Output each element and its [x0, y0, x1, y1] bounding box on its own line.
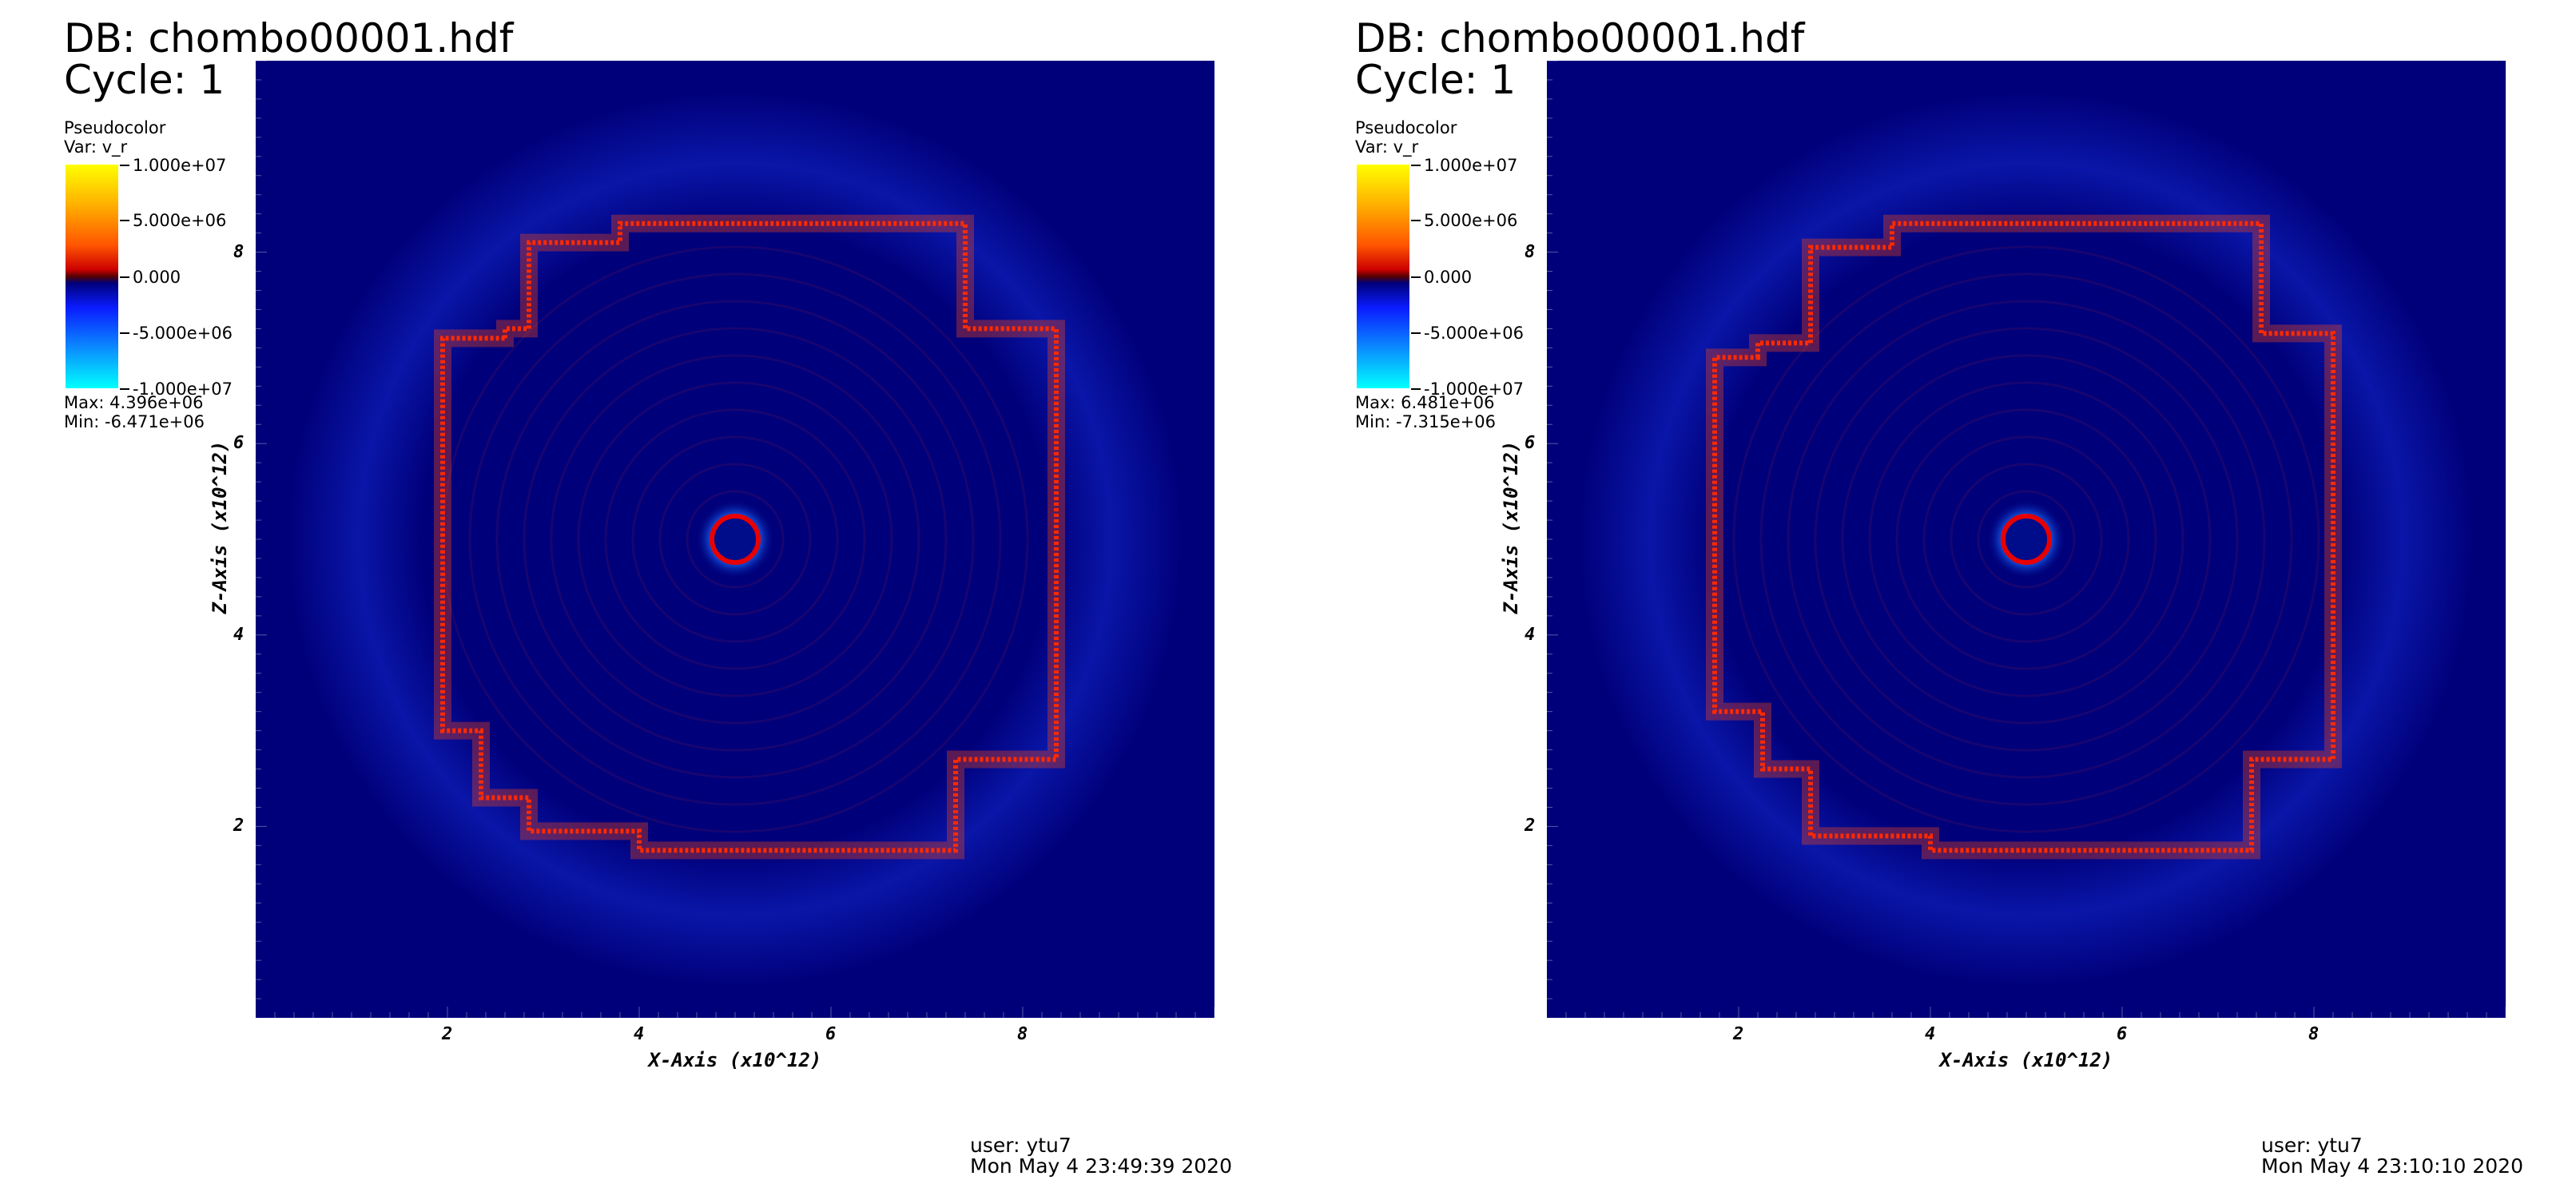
- density-ring: [658, 463, 812, 616]
- y-tick-label: 4: [1525, 624, 1536, 645]
- x-axis-title: X-Axis (x10^12): [1939, 1049, 2113, 1071]
- density-ring: [550, 354, 920, 725]
- y-tick-label: 8: [233, 241, 244, 262]
- y-tick-label: 2: [233, 816, 244, 836]
- database-title: DB: chombo00001.hdf: [64, 15, 514, 62]
- density-ring: [523, 327, 948, 752]
- colorbar-label: 1.000e+07: [133, 156, 227, 175]
- colorbar-tick: [120, 332, 129, 334]
- x-tick-label: 4: [1925, 1024, 1936, 1044]
- center-ring: [710, 514, 761, 565]
- x-axis-title: X-Axis (x10^12): [648, 1049, 822, 1071]
- colorbar-label: 5.000e+06: [1424, 211, 1518, 230]
- colorbar-label: 1.000e+07: [1424, 156, 1518, 175]
- cycle-label: Cycle: 1: [1355, 57, 1517, 103]
- cycle-time-line: Cycle: 1 Time:20000: [1355, 57, 1841, 103]
- plot-panel-left: DB: chombo00001.hdf Cycle: 1 Time:20000 …: [64, 15, 1232, 1178]
- density-ring: [1732, 245, 2320, 833]
- date-label: Mon May 4 23:49:39 2020: [970, 1154, 1232, 1178]
- density-ring: [686, 490, 785, 589]
- pseudocolor-plot: [1547, 61, 2506, 1018]
- y-tick-label: 6: [1525, 433, 1536, 454]
- colorbar-tick: [120, 388, 129, 390]
- pseudocolor-plot: [256, 61, 1214, 1018]
- density-ring: [1841, 354, 2212, 725]
- center-core: [713, 517, 757, 562]
- x-tick-label: 6: [825, 1024, 837, 1044]
- plot-panel-right: DB: chombo00001.hdf Cycle: 1 Time:20000 …: [1291, 0, 2576, 1192]
- density-ring: [495, 300, 975, 779]
- density-ring: [1977, 490, 2076, 589]
- y-tick-label: 8: [1525, 241, 1536, 262]
- y-tick-label: 6: [233, 433, 244, 454]
- colorbar-tick: [1411, 165, 1421, 166]
- colorbar-label: -5.000e+06: [1424, 324, 1524, 343]
- colorbar-label: 0.000: [1424, 268, 1473, 287]
- shock-front: [440, 221, 1059, 853]
- density-ring: [1922, 435, 2130, 643]
- legend-min: Min: -7.315e+06: [1355, 412, 1496, 431]
- legend-max: Max: 6.481e+06: [1355, 393, 1495, 412]
- density-ring: [1759, 272, 2293, 806]
- density-ring: [1868, 381, 2184, 697]
- x-tick-label: 2: [442, 1024, 453, 1044]
- colorbar-label: 0.000: [133, 268, 181, 287]
- legend-variable: Var: v_r: [64, 137, 128, 157]
- cycle-time-line: Cycle: 1 Time:20000: [64, 57, 550, 103]
- cycle-label: Cycle: 1: [64, 57, 225, 103]
- x-tick-label: 8: [1017, 1024, 1028, 1044]
- colorbar-label: -5.000e+06: [133, 324, 233, 343]
- user-label: user: ytu7: [970, 1134, 1071, 1157]
- legend-max: Max: 4.396e+06: [64, 393, 204, 412]
- date-label: Mon May 4 23:10:10 2020: [2261, 1154, 2523, 1178]
- x-tick-label: 4: [634, 1024, 645, 1044]
- center-ring: [2001, 514, 2052, 565]
- density-ring: [577, 381, 893, 697]
- density-ring: [604, 408, 866, 670]
- database-title: DB: chombo00001.hdf: [1355, 15, 1805, 62]
- center-core: [2004, 517, 2049, 562]
- legend-variable: Var: v_r: [1355, 137, 1419, 157]
- density-ring: [631, 435, 839, 643]
- colorbar-tick: [1411, 276, 1421, 278]
- colorbar-tick: [1411, 220, 1421, 221]
- colorbar: [1357, 165, 1409, 388]
- colorbar-tick: [1411, 388, 1421, 390]
- colorbar: [66, 165, 118, 388]
- density-ring: [1787, 300, 2266, 779]
- density-ring: [1895, 408, 2157, 670]
- colorbar-tick: [120, 165, 129, 166]
- y-tick-label: 4: [233, 624, 244, 645]
- colorbar-label: 5.000e+06: [133, 211, 227, 230]
- colorbar-tick: [120, 276, 129, 278]
- legend-plot-type: Pseudocolor: [64, 118, 166, 137]
- density-ring: [468, 272, 1002, 806]
- colorbar-label: -1.000e+07: [1424, 379, 1524, 399]
- shock-front: [1712, 221, 2335, 853]
- colorbar-label: -1.000e+07: [133, 379, 233, 399]
- x-tick-label: 8: [2308, 1024, 2320, 1044]
- user-label: user: ytu7: [2261, 1134, 2363, 1157]
- pseudocolor-image: [1547, 61, 2506, 1018]
- x-tick-label: 6: [2117, 1024, 2128, 1044]
- x-tick-label: 2: [1733, 1024, 1744, 1044]
- legend-min: Min: -6.471e+06: [64, 412, 205, 431]
- colorbar-tick: [1411, 332, 1421, 334]
- z-axis-title: Z-Axis (x10^12): [1500, 440, 1522, 614]
- density-ring: [1950, 463, 2103, 616]
- density-ring: [1814, 327, 2239, 752]
- colorbar-tick: [120, 220, 129, 221]
- y-tick-label: 2: [1525, 816, 1536, 836]
- pseudocolor-image: [256, 61, 1214, 1018]
- legend-plot-type: Pseudocolor: [1355, 118, 1457, 137]
- z-axis-title: Z-Axis (x10^12): [209, 440, 231, 614]
